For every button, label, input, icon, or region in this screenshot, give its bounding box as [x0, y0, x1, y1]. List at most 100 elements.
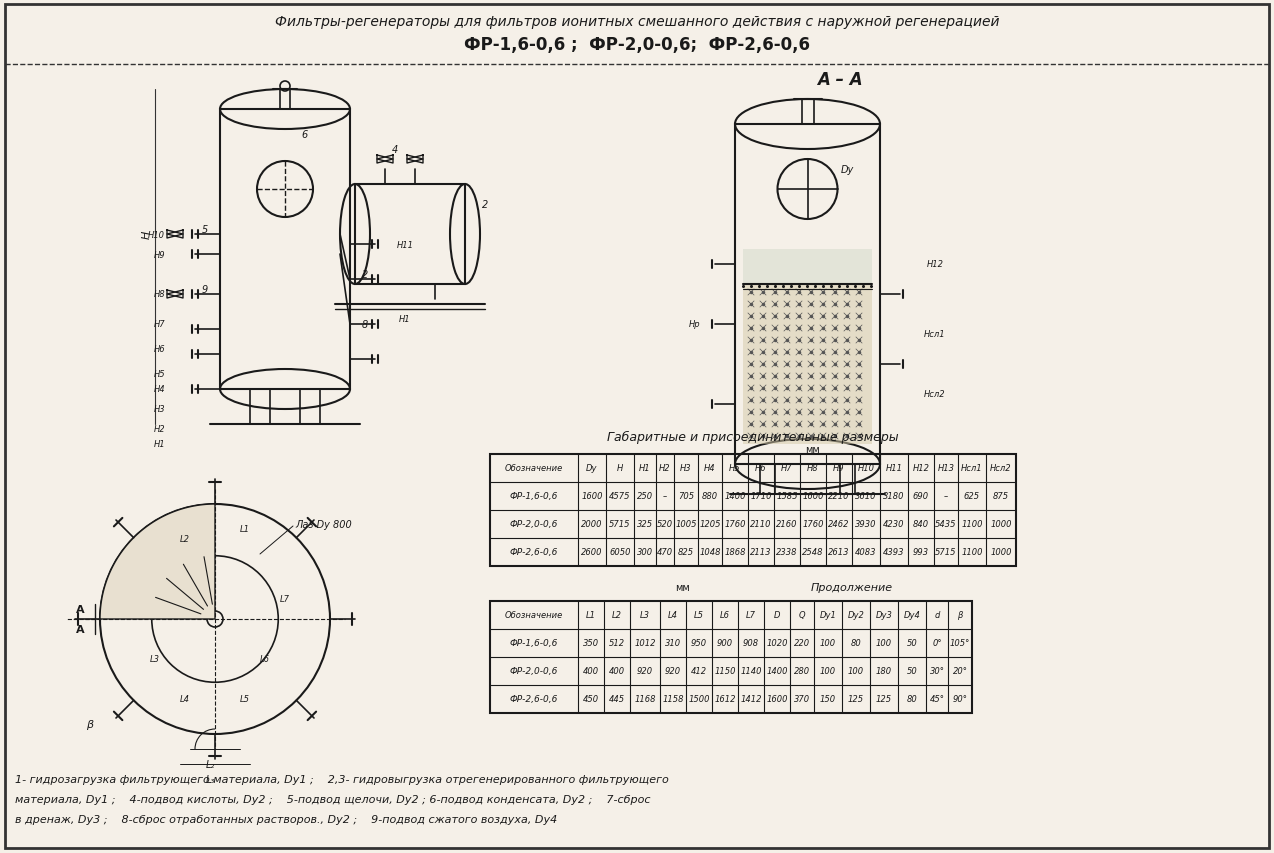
Text: в дренаж, Dy3 ;    8-сброс отработанных растворов., Dy2 ;    9-подвод сжатого во: в дренаж, Dy3 ; 8-сброс отработанных рас… [15, 814, 557, 824]
Text: H7: H7 [153, 320, 166, 329]
Text: H1: H1 [640, 464, 651, 473]
Text: Обозначение: Обозначение [505, 464, 563, 473]
Text: 920: 920 [637, 667, 654, 676]
Text: 125: 125 [877, 694, 892, 704]
Text: H13: H13 [938, 464, 954, 473]
Text: 180: 180 [877, 667, 892, 676]
Text: 2: 2 [362, 270, 368, 280]
Text: L7: L7 [747, 611, 755, 620]
Bar [743, 285, 871, 444]
Text: 520: 520 [657, 519, 673, 529]
Text: ФР-2,6-0,6: ФР-2,6-0,6 [510, 548, 558, 557]
Text: H12: H12 [912, 464, 930, 473]
Text: 2548: 2548 [803, 548, 824, 557]
Text: Dy4: Dy4 [903, 611, 920, 620]
Text: 512: 512 [609, 639, 626, 647]
Text: H: H [141, 230, 152, 239]
Text: 1400: 1400 [766, 667, 787, 676]
Text: H: H [617, 464, 623, 473]
Text: 625: 625 [964, 492, 980, 501]
Text: Габаритные и присоединительные размеры: Габаритные и присоединительные размеры [608, 430, 899, 443]
Text: 1048: 1048 [699, 548, 721, 557]
Text: 1412: 1412 [740, 694, 762, 704]
Text: 4575: 4575 [609, 492, 631, 501]
Text: 470: 470 [657, 548, 673, 557]
Text: 250: 250 [637, 492, 654, 501]
Text: 950: 950 [691, 639, 707, 647]
Text: D: D [773, 611, 780, 620]
Text: 840: 840 [913, 519, 929, 529]
Text: H12: H12 [926, 260, 944, 270]
Text: Dy: Dy [586, 464, 598, 473]
Text: 9: 9 [201, 285, 208, 294]
Text: 2462: 2462 [828, 519, 850, 529]
Text: L4: L4 [180, 694, 190, 704]
Text: 1158: 1158 [662, 694, 684, 704]
Text: 1205: 1205 [699, 519, 721, 529]
Text: H10: H10 [857, 464, 874, 473]
Text: H9: H9 [833, 464, 845, 473]
Text: A: A [75, 604, 84, 614]
Text: 3610: 3610 [855, 492, 877, 501]
Text: мм: мм [675, 583, 691, 592]
Text: 300: 300 [637, 548, 654, 557]
Text: L6: L6 [720, 611, 730, 620]
Text: 100: 100 [848, 667, 864, 676]
Text: Q: Q [799, 611, 805, 620]
Text: L2: L2 [612, 611, 622, 620]
Text: H4: H4 [705, 464, 716, 473]
Text: H1: H1 [399, 315, 410, 324]
Text: H7: H7 [781, 464, 792, 473]
Text: 3930: 3930 [855, 519, 877, 529]
Text: 5715: 5715 [935, 548, 957, 557]
Text: 4393: 4393 [883, 548, 905, 557]
Text: 4230: 4230 [883, 519, 905, 529]
Text: Dy1: Dy1 [819, 611, 837, 620]
Polygon shape [99, 504, 215, 619]
Text: Нсл1: Нсл1 [924, 330, 945, 339]
Text: d: d [934, 611, 940, 620]
Text: A: A [75, 624, 84, 635]
Text: Dy2: Dy2 [847, 611, 865, 620]
Text: 400: 400 [609, 667, 626, 676]
Text: 150: 150 [820, 694, 836, 704]
Text: Dy: Dy [841, 165, 854, 175]
Text: 1168: 1168 [634, 694, 656, 704]
Text: 1868: 1868 [724, 548, 745, 557]
Text: 993: 993 [913, 548, 929, 557]
Text: материала, Dy1 ;    4-подвод кислоты, Dy2 ;    5-подвод щелочи, Dy2 ; 6-подвод к: материала, Dy1 ; 4-подвод кислоты, Dy2 ;… [15, 794, 651, 804]
Text: 920: 920 [665, 667, 682, 676]
Bar [490, 601, 972, 713]
Text: 1000: 1000 [990, 519, 1012, 529]
Bar [840, 464, 855, 495]
Text: 1100: 1100 [962, 548, 982, 557]
Text: 50: 50 [907, 639, 917, 647]
Text: 6050: 6050 [609, 548, 631, 557]
Text: 1600: 1600 [581, 492, 603, 501]
Text: H5: H5 [153, 370, 166, 379]
Text: H5: H5 [729, 464, 740, 473]
Text: H6: H6 [755, 464, 767, 473]
Text: ФР-1,6-0,6 ;  ФР-2,0-0,6;  ФР-2,6-0,6: ФР-1,6-0,6 ; ФР-2,0-0,6; ФР-2,6-0,6 [464, 36, 810, 54]
Text: 310: 310 [665, 639, 682, 647]
Text: 100: 100 [820, 639, 836, 647]
Text: ФР-1,6-0,6: ФР-1,6-0,6 [510, 492, 558, 501]
Text: L₃: L₃ [205, 774, 214, 784]
Text: L5: L5 [240, 694, 250, 704]
Text: L7: L7 [280, 595, 290, 604]
Text: 8: 8 [362, 320, 368, 329]
Text: 3180: 3180 [883, 492, 905, 501]
Text: 4: 4 [392, 145, 397, 154]
Text: ФР-2,6-0,6: ФР-2,6-0,6 [510, 694, 558, 704]
Text: H1: H1 [153, 440, 166, 449]
Text: А – А: А – А [817, 71, 862, 89]
Text: 50: 50 [907, 667, 917, 676]
Text: 80: 80 [907, 694, 917, 704]
Text: 2338: 2338 [776, 548, 798, 557]
Text: 370: 370 [794, 694, 810, 704]
Text: 2000: 2000 [581, 519, 603, 529]
Text: ФР-2,0-0,6: ФР-2,0-0,6 [510, 667, 558, 676]
Text: H3: H3 [153, 405, 166, 414]
Text: Обозначение: Обозначение [505, 611, 563, 620]
Text: 1600: 1600 [803, 492, 824, 501]
